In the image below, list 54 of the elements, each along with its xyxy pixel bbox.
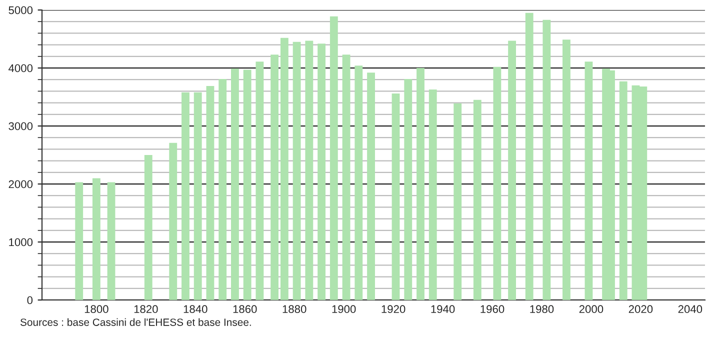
x-tick-label: 1820 [134,305,158,314]
y-tick-label: 1000 [9,238,33,246]
bar [318,44,326,300]
bar [584,62,593,300]
x-tick-label: 1920 [382,305,406,314]
bar [392,94,400,300]
bar [367,72,375,300]
x-tick-label: 1860 [233,305,257,314]
bar [270,54,279,300]
y-tick-label: 2000 [8,180,33,188]
bar [354,66,363,300]
x-tick-label: 1880 [282,305,306,314]
bar [169,142,178,300]
bar [194,92,202,300]
bar [416,68,424,300]
x-tick-label: 2000 [579,305,604,314]
bar [493,66,502,300]
bar [256,62,264,300]
bar [542,20,551,300]
x-tick-label: 2040 [678,305,702,314]
bar [428,89,437,300]
bar [473,100,482,300]
bar [305,40,314,300]
bar [330,16,338,300]
y-tick-label: 5000 [8,6,33,14]
bar [182,92,190,300]
bar [404,79,412,300]
x-tick-label: 1800 [84,305,108,314]
x-tick-label: 2020 [628,305,653,314]
x-tick-label: 1840 [184,305,208,314]
x-tick-label: 1940 [431,305,455,314]
bar [454,103,462,300]
bar [92,178,100,300]
bar [144,155,152,300]
y-tick-label: 3000 [8,122,33,130]
x-tick-label: 1960 [480,305,504,314]
x-tick-label: 1900 [332,305,356,314]
bar [342,54,350,300]
bar [107,182,116,300]
source-note: Sources : base Cassini de l'EHESS et base Insee. [20,318,251,326]
bar [218,79,227,300]
x-tick-label: 1980 [530,305,554,314]
bar [525,12,534,300]
y-tick-label: 0 [27,296,33,304]
bar [508,40,516,300]
y-tick-label: 4000 [8,64,33,72]
bar [280,38,288,300]
bar [75,182,84,300]
bar [243,70,252,300]
bar [231,68,239,300]
bar [562,40,570,300]
bar [206,86,214,300]
bar [619,81,628,300]
bar [292,42,301,300]
